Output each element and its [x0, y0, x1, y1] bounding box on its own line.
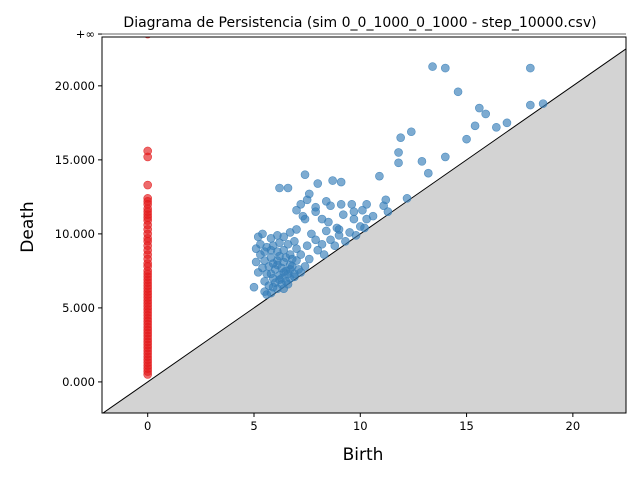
data-point-s1-136	[283, 279, 293, 289]
data-point-s1-5	[481, 109, 490, 119]
data-point-s1-65	[311, 235, 320, 245]
data-point-s1-16	[417, 157, 427, 166]
data-point-s1-71	[296, 250, 306, 259]
data-point-s1-128	[260, 276, 269, 286]
data-point-s1-37	[296, 199, 306, 209]
data-point-s0-58	[143, 370, 153, 379]
data-point-s1-62	[351, 231, 361, 240]
data-point-s1-93	[283, 239, 293, 249]
data-point-s0-2	[143, 152, 153, 162]
data-point-s1-14	[394, 148, 403, 157]
data-point-s1-43	[362, 199, 371, 209]
data-point-s1-83	[251, 257, 261, 267]
data-point-s1-42	[349, 207, 359, 216]
data-point-s1-7	[538, 99, 548, 108]
data-point-s1-130	[273, 260, 282, 270]
data-point-s1-60	[330, 241, 340, 251]
x-tick-label-4: 20	[566, 419, 581, 433]
y-tick-label-2: 10.000	[55, 227, 95, 241]
plot-area: 0 5 10 15 20 0.000 5.000 10.000 15.000 20.000 +∞	[55, 27, 627, 433]
data-point-s1-51	[317, 214, 327, 224]
data-point-s1-48	[311, 207, 320, 216]
data-point-s1-10	[492, 122, 501, 132]
data-point-s1-56	[326, 235, 335, 245]
data-point-s1-22	[336, 177, 346, 187]
x-axis-label: Birth	[343, 445, 384, 465]
data-point-s1-0	[428, 62, 437, 71]
chart-title: Diagrama de Persistencia (sim 0_0_1000_0…	[123, 15, 596, 31]
data-point-s1-8	[470, 121, 480, 131]
data-point-s1-33	[336, 199, 346, 209]
data-point-s1-27	[402, 194, 412, 203]
data-point-s1-17	[394, 158, 403, 168]
data-point-s1-28	[379, 201, 388, 211]
data-point-s1-80	[262, 290, 272, 299]
data-point-s1-61	[341, 236, 350, 246]
data-point-s1-40	[326, 201, 335, 211]
data-point-s1-6	[526, 100, 535, 110]
data-point-s1-25	[283, 183, 293, 193]
data-point-s1-68	[319, 250, 329, 259]
data-point-s1-19	[375, 171, 384, 181]
y-tick-label-1: 5.000	[62, 301, 95, 315]
x-tick-label-2: 10	[353, 419, 368, 433]
data-point-s1-3	[453, 87, 463, 97]
data-point-s1-4	[475, 103, 484, 113]
data-point-s1-9	[502, 118, 512, 128]
y-tick-label-0: 0.000	[62, 375, 95, 389]
data-point-s1-2	[526, 63, 535, 73]
data-point-s1-69	[313, 245, 323, 255]
data-point-s1-137	[296, 268, 306, 277]
data-point-s1-41	[338, 210, 348, 219]
data-point-s1-121	[287, 254, 297, 264]
y-tick-label-4: 20.000	[55, 79, 95, 93]
data-point-s1-21	[328, 176, 337, 185]
plot-frame	[101, 36, 627, 414]
y-axis-label: Death	[18, 201, 38, 252]
data-point-s1-66	[302, 241, 312, 251]
data-point-s1-15	[441, 152, 450, 162]
data-point-s1-29	[383, 207, 393, 216]
data-point-s1-53	[355, 222, 365, 231]
y-tick-label-3: 15.000	[55, 153, 95, 167]
data-point-s1-24	[275, 183, 284, 193]
data-point-s1-31	[358, 205, 367, 215]
data-point-s1-81	[249, 282, 259, 292]
data-point-s1-38	[292, 205, 301, 215]
data-point-s1-90	[279, 232, 289, 242]
data-point-s1-70	[304, 254, 314, 264]
data-point-s1-64	[321, 226, 331, 236]
y-tick-label-5: +∞	[76, 27, 95, 41]
x-tick-label-1: 5	[250, 419, 257, 433]
data-point-s1-57	[317, 239, 327, 249]
data-point-s1-32	[347, 199, 357, 209]
data-point-s1-97	[256, 239, 265, 249]
data-point-s1-63	[334, 225, 344, 234]
data-point-s1-12	[396, 133, 405, 142]
data-point-s1-36	[302, 195, 312, 205]
data-point-s1-45	[349, 214, 359, 224]
data-point-s1-23	[313, 179, 323, 188]
data-point-s1-44	[362, 214, 371, 224]
data-point-s0-3	[143, 180, 153, 190]
data-point-s1-129	[266, 269, 276, 279]
x-tick-label-0: 0	[144, 419, 151, 433]
diagonal-line	[102, 48, 626, 413]
data-point-s1-133	[275, 275, 284, 285]
data-point-s1-132	[285, 265, 295, 274]
data-point-s1-18	[424, 168, 433, 178]
data-point-s1-58	[307, 229, 316, 239]
data-point-s1-134	[268, 282, 278, 292]
data-point-s1-1	[441, 63, 450, 73]
data-point-s1-91	[285, 228, 295, 237]
data-point-s1-13	[462, 134, 471, 144]
x-tick-label-3: 15	[459, 419, 474, 433]
data-point-s1-11	[406, 127, 416, 137]
data-point-s1-87	[258, 229, 267, 239]
data-point-s1-20	[300, 170, 310, 179]
data-point-s1-50	[298, 211, 308, 221]
